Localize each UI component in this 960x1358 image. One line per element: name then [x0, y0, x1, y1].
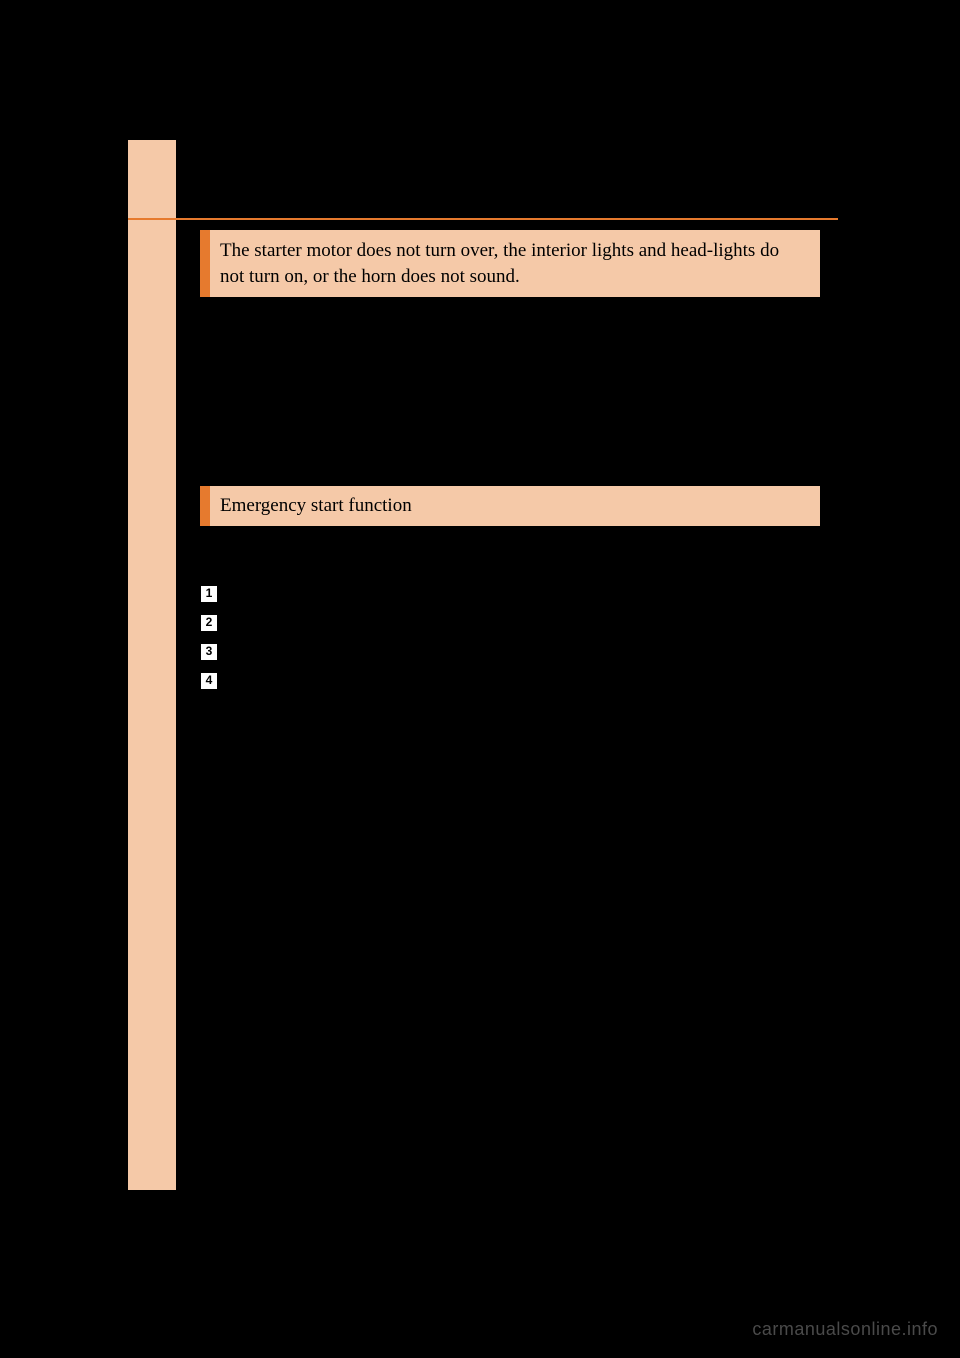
- step-text-1: Set the parking brake.: [226, 583, 820, 610]
- watermark-text: carmanualsonline.info: [752, 1319, 938, 1340]
- step-icon-1: 1: [200, 585, 218, 603]
- paragraph-2: Contact your Lexus dealer if the problem…: [200, 410, 820, 467]
- step-number-4: 4: [206, 673, 213, 687]
- step-number-2: 2: [206, 615, 213, 629]
- paragraph-4: Even if the engine can be started using …: [200, 735, 820, 792]
- side-accent-bar: [128, 140, 176, 1190]
- step-number-1: 1: [206, 586, 213, 600]
- step-icon-2: 2: [200, 614, 218, 632]
- page-container: The starter motor does not turn over, th…: [128, 140, 838, 1190]
- step-text-4: Press and hold the engine switch for abo…: [226, 670, 820, 723]
- bullet-text-1: One or both of the battery terminals may…: [234, 338, 820, 367]
- callout-box-1: The starter motor does not turn over, th…: [200, 230, 820, 297]
- bullet-text-2: The battery may be discharged.: [234, 368, 820, 397]
- bullet-marker-1: ●: [213, 338, 224, 367]
- step-icon-3: 3: [200, 643, 218, 661]
- paragraph-1: One of the following may be the cause of…: [200, 308, 820, 337]
- top-horizontal-rule: [128, 218, 838, 220]
- paragraph-3: When the engine does not start, the foll…: [200, 532, 820, 589]
- step-text-3: Set the engine switch to ACCESSORY mode.: [226, 641, 820, 668]
- step-text-2: Shift the shift lever to P.: [226, 612, 820, 639]
- step-icon-4: 4: [200, 672, 218, 690]
- callout-2-text: Emergency start function: [220, 493, 806, 519]
- callout-1-text: The starter motor does not turn over, th…: [220, 238, 806, 289]
- bullet-marker-2: ●: [213, 368, 224, 397]
- callout-box-2: Emergency start function: [200, 486, 820, 526]
- step-number-3: 3: [206, 644, 213, 658]
